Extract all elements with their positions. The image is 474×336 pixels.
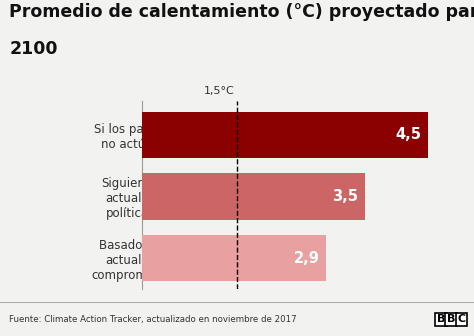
Text: 1,5°C: 1,5°C <box>203 86 234 96</box>
Bar <box>142 173 365 219</box>
Text: Promedio de calentamiento (°C) proyectado para: Promedio de calentamiento (°C) proyectad… <box>9 3 474 22</box>
Text: 3,5: 3,5 <box>332 189 358 204</box>
Text: 4,5: 4,5 <box>396 127 422 142</box>
Bar <box>142 235 327 281</box>
Text: 2,9: 2,9 <box>294 251 320 266</box>
Text: C: C <box>457 314 466 324</box>
Text: B: B <box>437 314 445 324</box>
Text: Fuente: Climate Action Tracker, actualizado en noviembre de 2017: Fuente: Climate Action Tracker, actualiz… <box>9 315 297 324</box>
Text: 2100: 2100 <box>9 40 58 58</box>
Text: B: B <box>447 314 456 324</box>
Bar <box>142 112 428 158</box>
